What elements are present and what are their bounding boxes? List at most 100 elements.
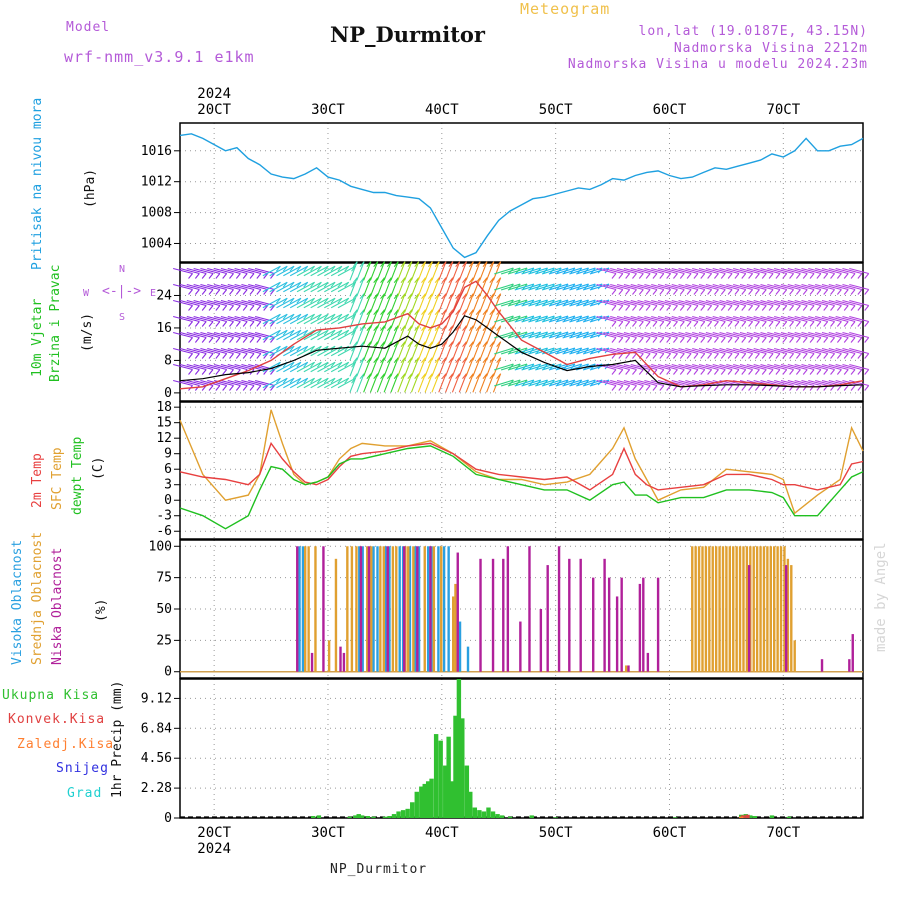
wind-barb-flag bbox=[611, 289, 617, 295]
wind-barb-flag bbox=[235, 273, 241, 279]
wind-barb bbox=[200, 299, 220, 307]
wind-barb bbox=[555, 379, 576, 387]
wind-barb-flag bbox=[263, 273, 269, 279]
wind-barb-flag bbox=[229, 337, 234, 343]
wind-barb-flag bbox=[407, 261, 413, 268]
wind-barb-flag bbox=[366, 341, 372, 348]
wind-barb-flag bbox=[215, 385, 221, 391]
wind-barb-flag bbox=[242, 385, 248, 391]
total-precip-bar bbox=[486, 807, 491, 818]
wind-barb bbox=[712, 267, 733, 275]
wind-barb-flag bbox=[830, 273, 835, 279]
temp-ytick-label: 0 bbox=[164, 493, 172, 508]
wind-barb bbox=[262, 297, 281, 309]
wind-barb bbox=[541, 299, 562, 307]
wind-barb-flag bbox=[604, 331, 610, 338]
wind-barb bbox=[214, 331, 234, 339]
wind-barb-flag bbox=[434, 373, 440, 380]
wind-barb-flag bbox=[386, 357, 392, 364]
wind-barb bbox=[276, 297, 295, 309]
wind-barb bbox=[479, 277, 488, 297]
wind-barb-flag bbox=[666, 321, 672, 327]
wind-barb-flag bbox=[789, 369, 795, 375]
wind-barb bbox=[521, 283, 541, 291]
wind-barb-flag bbox=[734, 337, 740, 343]
wind-barb bbox=[317, 297, 336, 309]
wind-barb-flag bbox=[462, 341, 467, 348]
wind-barb-flag bbox=[263, 305, 269, 311]
low-cloud-bar bbox=[656, 577, 660, 672]
wind-barb bbox=[821, 267, 842, 275]
wind-barb-flag bbox=[303, 361, 309, 368]
wind-barb-flag bbox=[789, 305, 795, 311]
wind-barb-flag bbox=[836, 385, 842, 391]
wind-barb bbox=[248, 347, 268, 355]
wind-barb-flag bbox=[659, 273, 665, 279]
wind-barb bbox=[227, 379, 248, 387]
wind-barb-flag bbox=[468, 357, 474, 364]
wind-barb bbox=[801, 267, 822, 275]
wind-barb-flag bbox=[707, 337, 713, 343]
wind-barb bbox=[465, 277, 474, 297]
wind-barb bbox=[303, 265, 322, 277]
wind-barb bbox=[733, 267, 753, 275]
wind-barb-flag bbox=[427, 293, 433, 300]
wind-barb bbox=[349, 325, 358, 345]
wind-barb bbox=[438, 341, 447, 361]
wind-barb-flag bbox=[344, 361, 350, 368]
wind-barb-flag bbox=[734, 321, 740, 327]
wind-barb bbox=[451, 277, 461, 297]
low-cloud-bar bbox=[615, 596, 619, 672]
wind-barb bbox=[289, 361, 308, 373]
wind-barb-flag bbox=[441, 309, 447, 316]
precip-frame bbox=[179, 678, 864, 819]
wind-barb-flag bbox=[830, 369, 835, 375]
wind-barb-flag bbox=[344, 281, 350, 288]
wind-barb bbox=[262, 313, 281, 325]
wind-barb-flag bbox=[714, 337, 719, 343]
wind-barb-flag bbox=[235, 321, 241, 327]
wind-barb-flag bbox=[242, 321, 248, 327]
wind-barb bbox=[692, 315, 712, 323]
time-tick-top: 70CT bbox=[766, 102, 800, 118]
wind-barb-flag bbox=[303, 313, 309, 320]
wind-barb bbox=[808, 379, 828, 387]
wind-barb-flag bbox=[816, 305, 822, 311]
wind-barb-flag bbox=[632, 289, 637, 295]
wind-barb bbox=[193, 283, 214, 291]
wind-barb bbox=[494, 331, 514, 339]
wind-barb bbox=[234, 363, 255, 371]
wind-barb-flag bbox=[249, 305, 255, 311]
wind-barb-flag bbox=[734, 385, 740, 391]
wind-barb bbox=[472, 309, 481, 329]
wind-barb bbox=[417, 277, 427, 297]
low-cloud-bar bbox=[456, 552, 459, 672]
wind-barb-flag bbox=[864, 385, 870, 391]
wind-barb bbox=[828, 331, 849, 339]
wind-barb bbox=[767, 267, 787, 275]
low-cloud-bar bbox=[627, 665, 630, 672]
wind-barb-flag bbox=[720, 353, 726, 359]
wind-barb bbox=[248, 267, 268, 275]
wind-barb-flag bbox=[741, 353, 747, 359]
wind-barb bbox=[410, 261, 420, 281]
wind-barb bbox=[262, 361, 281, 373]
wind-barb bbox=[787, 267, 808, 275]
wind-barb bbox=[363, 357, 372, 377]
wind-barb-flag bbox=[789, 289, 795, 295]
wind-barb bbox=[794, 347, 815, 355]
precip-ytick-label: 2.28 bbox=[141, 781, 172, 796]
wind-barb-flag bbox=[468, 261, 474, 268]
wind-barb-flag bbox=[270, 305, 275, 311]
wind-barb bbox=[815, 299, 835, 307]
wind-barb-flag bbox=[229, 353, 234, 359]
wind-barb bbox=[269, 281, 288, 293]
wind-barb bbox=[479, 341, 488, 361]
wind-barb bbox=[726, 315, 746, 323]
wind-barb bbox=[186, 347, 207, 355]
wind-barb bbox=[390, 277, 399, 297]
wind-barb bbox=[521, 331, 541, 339]
wind-barb bbox=[241, 379, 261, 387]
wind-barb-flag bbox=[289, 361, 295, 368]
wind-barb-flag bbox=[618, 385, 624, 391]
